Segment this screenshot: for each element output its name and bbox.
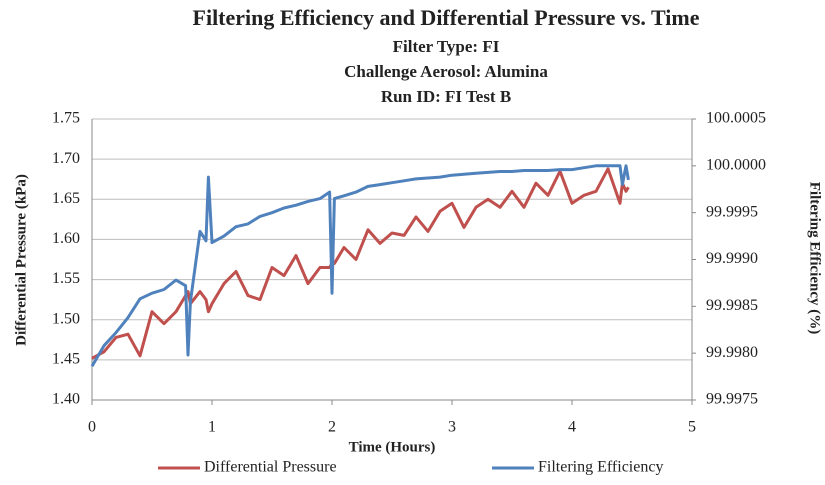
chart-subtitle: Run ID: FI Test B bbox=[381, 87, 511, 106]
chart-title: Filtering Efficiency and Differential Pr… bbox=[193, 5, 700, 30]
x-tick-label: 4 bbox=[568, 419, 576, 436]
y-tick-label: 1.50 bbox=[52, 310, 80, 327]
x-tick-label: 1 bbox=[208, 419, 216, 436]
y2-tick-label: 100.0000 bbox=[706, 157, 766, 174]
x-tick-label: 5 bbox=[688, 419, 696, 436]
legend-label: Differential Pressure bbox=[204, 459, 337, 476]
y-tick-label: 1.65 bbox=[52, 190, 80, 207]
y-tick-label: 1.75 bbox=[52, 110, 80, 127]
data-line bbox=[90, 164, 630, 368]
y2-tick-label: 99.9995 bbox=[706, 203, 758, 220]
y-tick-label: 1.55 bbox=[52, 270, 80, 287]
y-tick-label: 1.45 bbox=[52, 351, 80, 368]
y-tick-label: 1.60 bbox=[52, 230, 80, 247]
data-line bbox=[91, 167, 630, 360]
x-tick-label: 2 bbox=[328, 419, 336, 436]
y-tick-label: 1.40 bbox=[52, 391, 80, 408]
chart-subtitle: Filter Type: FI bbox=[393, 37, 500, 56]
x-tick-label: 3 bbox=[448, 419, 456, 436]
y2-tick-label: 100.0005 bbox=[706, 110, 766, 127]
x-axis-label: Time (Hours) bbox=[349, 439, 436, 455]
y-axis-label: Differential Pressure (kPa) bbox=[13, 174, 29, 346]
chart-subtitle: Challenge Aerosol: Alumina bbox=[344, 62, 548, 81]
x-tick-label: 0 bbox=[88, 419, 96, 436]
legend-label: Filtering Efficiency bbox=[538, 459, 663, 476]
y2-tick-label: 99.9980 bbox=[706, 344, 758, 361]
y-tick-label: 1.70 bbox=[52, 150, 80, 167]
y2-tick-label: 99.9975 bbox=[706, 391, 758, 408]
y2-axis-label: Filtering Efficiency (%) bbox=[807, 182, 823, 334]
y2-tick-label: 99.9985 bbox=[706, 297, 758, 314]
y2-tick-label: 99.9990 bbox=[706, 250, 758, 267]
